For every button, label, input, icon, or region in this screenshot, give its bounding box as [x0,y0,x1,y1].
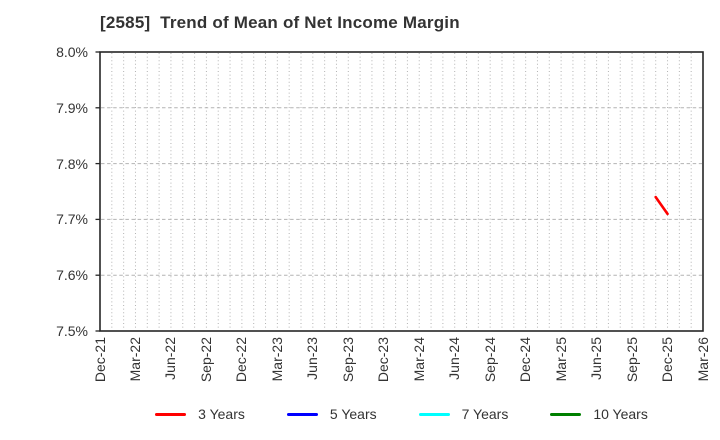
y-axis-label: 7.9% [56,99,88,116]
y-axis-label: 7.6% [56,267,88,284]
legend-label-5-years: 5 Years [329,406,377,422]
x-axis-label: Jun-24 [446,337,463,380]
chart-title: [2585] Trend of Mean of Net Income Margi… [100,13,460,32]
series-line-3-years [654,195,669,216]
x-axis-label: Jun-22 [162,337,179,380]
x-axis-label: Dec-24 [517,337,534,383]
x-axis-label: Mar-25 [552,337,569,382]
y-axis-label: 7.5% [56,323,88,339]
plot-border [99,51,704,332]
x-axis-label: Jun-25 [588,337,605,380]
legend-label-3-years: 3 Years [198,406,245,422]
y-axis-label: 8.0% [56,44,88,60]
x-axis-label: Sep-22 [197,337,214,383]
legend: 3 Years 5 Years 7 Years 10 Years [100,401,703,427]
x-axis-label: Dec-22 [233,337,250,383]
legend-label-7-years: 7 Years [461,406,509,422]
x-axis-label: Sep-25 [623,337,640,383]
x-axis-label: Dec-23 [375,337,392,383]
legend-swatch-5-years [286,412,318,416]
legend-item-7-years: 7 Years [418,406,509,422]
x-axis-label: Dec-21 [91,337,108,383]
x-axis-label: Mar-22 [126,337,143,382]
legend-item-5-years: 5 Years [286,406,377,422]
legend-item-10-years: 10 Years [550,406,648,422]
legend-swatch-10-years [550,412,582,416]
x-axis-label: Jun-23 [304,337,321,380]
legend-item-3-years: 3 Years [155,406,245,422]
legend-swatch-3-years [155,412,187,416]
y-axis-label: 7.7% [56,211,88,228]
legend-swatch-7-years [418,412,450,416]
legend-label-10-years: 10 Years [593,406,648,422]
x-axis-label: Mar-23 [268,337,285,382]
x-axis-label: Sep-23 [339,337,356,383]
x-axis-label: Sep-24 [481,337,498,383]
x-axis-label: Dec-25 [659,337,676,383]
y-axis-label: 7.8% [56,155,88,172]
x-axis-label: Mar-24 [410,337,427,382]
x-axis-label: Mar-26 [694,337,711,382]
